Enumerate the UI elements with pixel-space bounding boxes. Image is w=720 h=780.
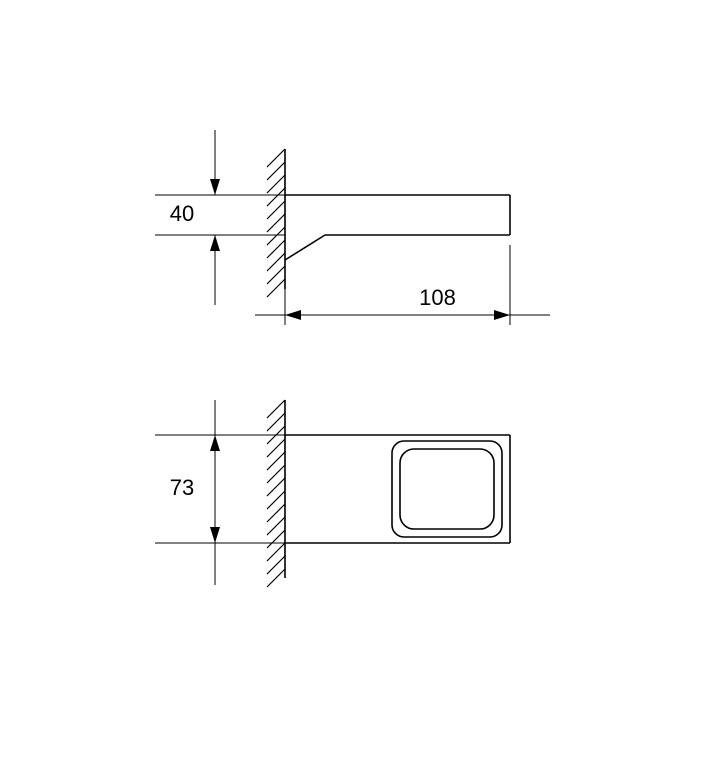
dim-73-label: 73 (170, 475, 194, 500)
technical-drawing: 40 108 73 (0, 0, 720, 780)
dim-40-label: 40 (170, 201, 194, 226)
side-view: 40 108 (155, 130, 550, 325)
dim-108-label: 108 (419, 285, 456, 310)
cup-outer (392, 441, 502, 537)
cup-inner (400, 449, 494, 529)
top-view: 73 (155, 400, 510, 587)
